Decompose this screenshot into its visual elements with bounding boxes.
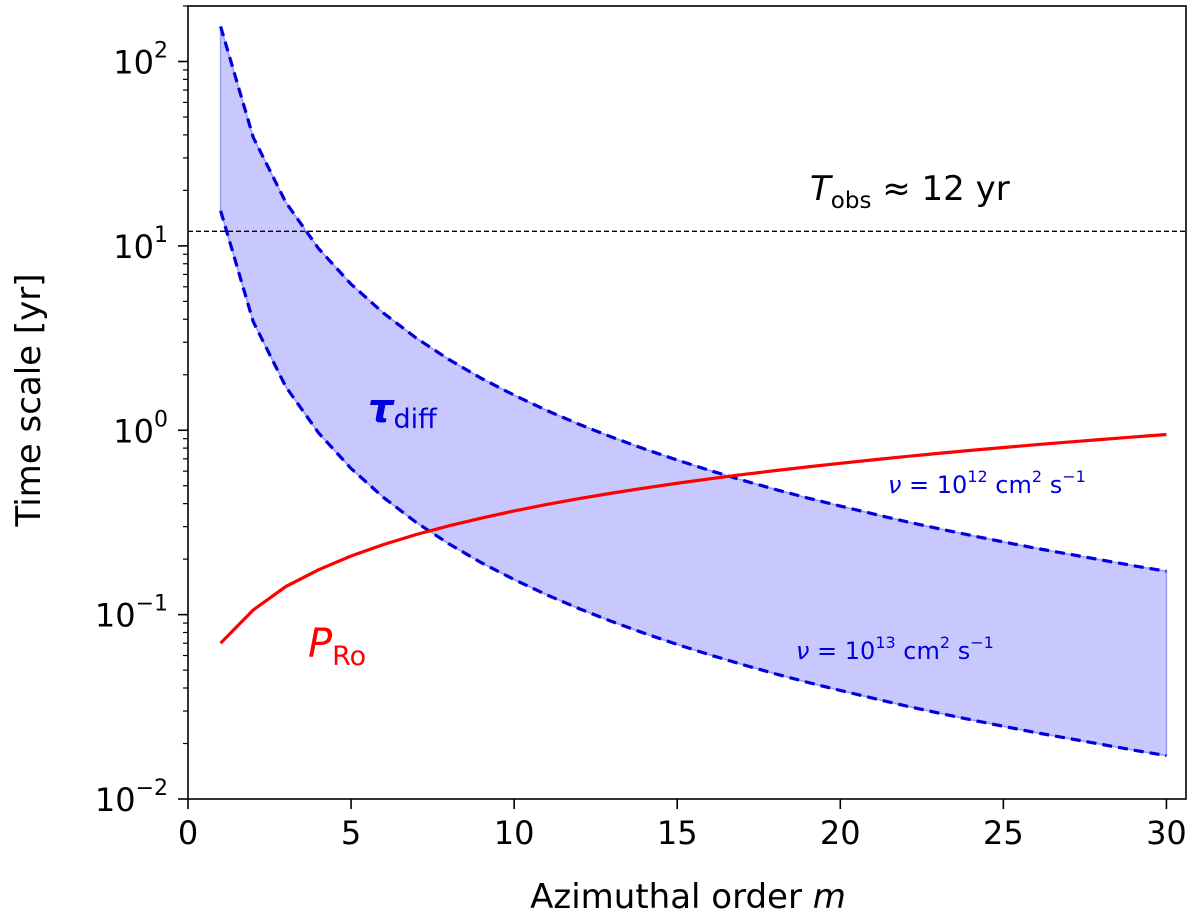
pro-label: PRo — [308, 621, 366, 672]
x-tick-label: 30 — [1146, 814, 1187, 852]
nu12-label: ν = 1012 cm2 s−1 — [888, 467, 1086, 499]
x-tick-label: 5 — [341, 814, 361, 852]
series-line-nu12 — [219, 25, 1167, 573]
nu13-label: ν = 1013 cm2 s−1 — [796, 633, 994, 665]
y-tick-label: 10−1 — [95, 592, 168, 635]
tobs-annotation: Tobs ≈ 12 yr — [810, 169, 1010, 214]
y-tick-label: 10−2 — [95, 776, 168, 819]
y-axis-label: Time scale [yr] — [9, 273, 49, 527]
series-line-nu13 — [219, 210, 1167, 758]
x-tick-label: 20 — [820, 814, 861, 852]
x-tick-label: 10 — [494, 814, 535, 852]
y-tick-label: 100 — [113, 407, 168, 450]
tau-diff-label: τdiff — [368, 386, 438, 435]
x-tick-label: 0 — [178, 814, 198, 852]
x-tick-label: 25 — [983, 814, 1024, 852]
y-tick-label: 102 — [113, 39, 168, 82]
y-tick-label: 101 — [113, 223, 168, 266]
plot-frame — [187, 5, 1187, 800]
x-axis: 0 5 10 15 20 25 30 — [178, 799, 1187, 852]
y-axis: 10−2 10−1 100 101 102 — [95, 5, 188, 819]
data-layer — [188, 25, 1186, 758]
x-tick-label: 15 — [657, 814, 698, 852]
x-axis-label: Azimuthal order m — [530, 877, 846, 917]
series-line-pro — [219, 432, 1167, 645]
